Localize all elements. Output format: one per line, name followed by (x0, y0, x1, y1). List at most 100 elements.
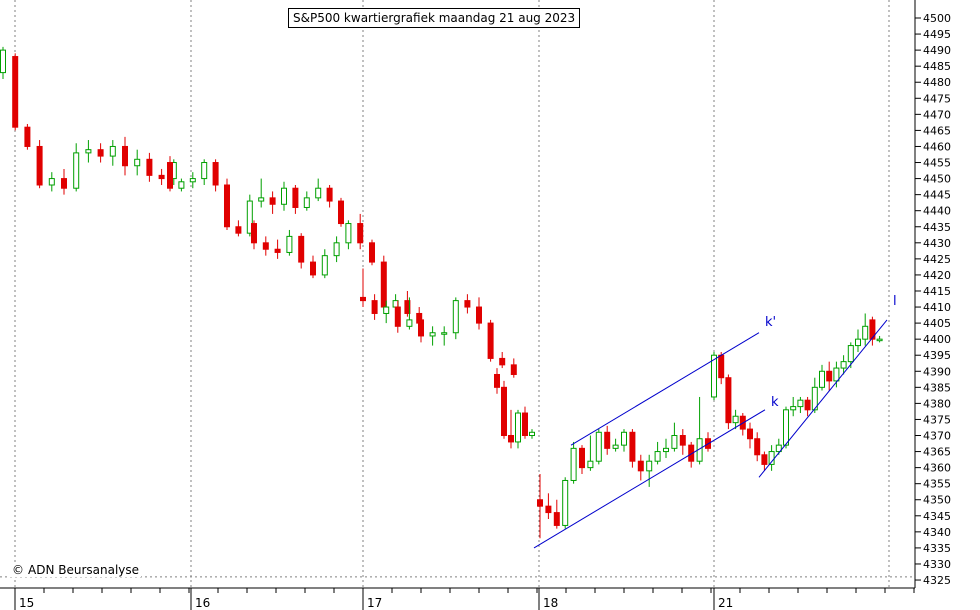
candle-body (833, 367, 840, 382)
y-tick-label: 4330 (923, 558, 951, 571)
y-tick-label: 4340 (923, 526, 951, 539)
candle-body (258, 197, 265, 202)
candle-body (804, 399, 811, 411)
y-tick-label: 4345 (923, 510, 951, 523)
candle-body (48, 178, 55, 186)
candle-body (876, 338, 883, 342)
candle-body (570, 447, 577, 481)
candle-body (158, 174, 165, 180)
y-tick-label: 4470 (923, 108, 951, 121)
candle-body (298, 235, 305, 263)
candle-body (811, 386, 818, 411)
candle-body (73, 152, 80, 189)
candle-body (394, 306, 401, 327)
candle-body (146, 158, 153, 176)
candle-body (637, 460, 644, 472)
candle-body (499, 357, 506, 366)
candle-body (315, 187, 322, 199)
y-tick-label: 4375 (923, 413, 951, 426)
candle-body (85, 149, 92, 154)
candle-body (508, 435, 514, 443)
candle-body (862, 325, 869, 340)
candle-body (494, 373, 500, 388)
y-tick-label: 4425 (923, 253, 951, 266)
price-axis: 4325 4330 4335 4340 4345 4350 4355 4360 4365 4370… (914, 0, 951, 588)
candle-body (612, 444, 619, 449)
copyright-symbol: © (12, 563, 24, 577)
x-tick-label: 15 (19, 596, 34, 610)
candle-body (201, 162, 208, 180)
candle-body (178, 181, 185, 189)
candle-body (732, 415, 739, 424)
y-tick-label: 4405 (923, 317, 951, 330)
candle-body (562, 479, 569, 526)
x-tick-label: 21 (718, 596, 733, 610)
candle-body (441, 332, 448, 335)
y-tick-label: 4490 (923, 44, 951, 57)
candle-body (274, 248, 281, 253)
y-tick-label: 4455 (923, 157, 951, 170)
candle-body (338, 200, 344, 225)
candle-body (326, 187, 333, 202)
y-tick-label: 4450 (923, 173, 951, 186)
y-tick-label: 4355 (923, 478, 951, 491)
y-tick-label: 4360 (923, 462, 951, 475)
candle-body (553, 512, 560, 526)
candle-body (61, 178, 67, 189)
candle-body (711, 354, 717, 398)
y-tick-label: 4380 (923, 397, 951, 410)
candle-body (754, 438, 761, 456)
candle-body (537, 499, 543, 507)
candle-body (718, 354, 725, 379)
y-tick-label: 4390 (923, 365, 951, 378)
annotation-k-prime: k' (765, 315, 776, 330)
trendline (533, 409, 766, 549)
trendlines (533, 319, 888, 549)
candle-body (826, 370, 833, 382)
candle-body (688, 444, 695, 462)
y-tick-label: 4465 (923, 124, 951, 137)
candle-body (819, 370, 825, 388)
candle-body (587, 460, 594, 469)
candle-body (333, 242, 340, 257)
candle-body (679, 435, 686, 446)
candle-body (464, 300, 471, 308)
candle-body (383, 306, 390, 314)
annotation-k: k (771, 395, 779, 410)
candle-body (0, 49, 6, 74)
candle-body (212, 162, 219, 186)
candle-body (380, 261, 387, 308)
candle-body (654, 451, 661, 462)
candle-body (269, 197, 276, 205)
y-tick-label: 4350 (923, 494, 951, 507)
trendline (570, 332, 760, 446)
candle-body (725, 377, 732, 424)
candle-body (122, 145, 128, 167)
candle-body (345, 223, 352, 244)
copyright-text: ADN Beursanalyse (28, 563, 140, 577)
candle-body (775, 444, 782, 453)
copyright-label: © ADN Beursanalyse (10, 563, 142, 577)
candle-body (671, 435, 678, 449)
y-tick-label: 4500 (923, 12, 951, 25)
candle-body (595, 431, 602, 462)
y-tick-label: 4440 (923, 205, 951, 218)
candle-body (515, 412, 521, 443)
candle-body (134, 158, 141, 167)
candle-body (281, 187, 287, 205)
annotation-l: l (893, 294, 897, 309)
candle-body (847, 345, 854, 363)
candle-body (371, 300, 378, 314)
x-tick-label: 16 (195, 596, 210, 610)
candle-body (621, 431, 627, 446)
candle-body (783, 409, 789, 446)
candles (0, 46, 883, 539)
chart-title: S&P500 kwartiergrafiek maandag 21 aug 20… (288, 8, 581, 28)
y-tick-label: 4365 (923, 446, 951, 459)
candle-body (310, 261, 316, 276)
candle-body (790, 406, 797, 411)
trendline (758, 319, 888, 478)
candle-body (360, 296, 366, 302)
y-tick-label: 4420 (923, 269, 951, 282)
